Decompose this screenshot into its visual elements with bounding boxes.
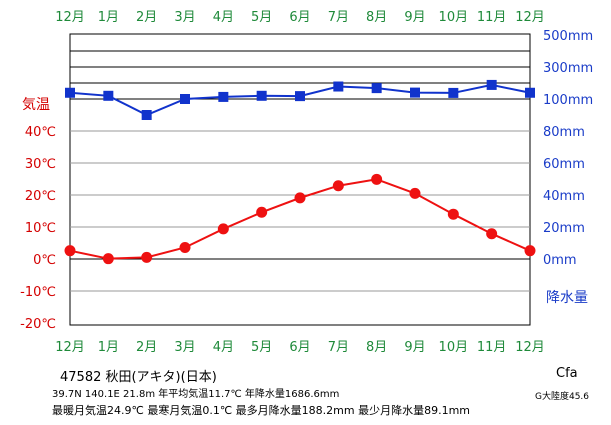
- month-label: 11月: [477, 340, 507, 355]
- month-label: 2月: [136, 10, 157, 25]
- month-labels-bottom: 12月 1月 2月 3月 4月 5月 6月 7月 8月 9月 10月 11月 12月: [55, 340, 545, 355]
- month-label: 9月: [404, 340, 425, 355]
- temperature-point: [141, 251, 153, 263]
- month-label: 3月: [174, 340, 195, 355]
- temperature-point: [64, 245, 76, 257]
- month-label: 3月: [174, 10, 195, 25]
- month-label: 1月: [98, 340, 119, 355]
- month-label: 9月: [404, 10, 425, 25]
- month-label: 4月: [213, 340, 234, 355]
- temperature-point: [179, 241, 191, 253]
- precipitation-tick-label: 80mm: [543, 125, 585, 140]
- precipitation-axis-title: 降水量: [546, 290, 588, 306]
- precipitation-point: [410, 87, 420, 98]
- temperature-point: [332, 180, 344, 192]
- month-label: 10月: [439, 340, 469, 355]
- precipitation-point: [218, 91, 229, 102]
- month-label: 12月: [55, 340, 85, 355]
- month-label: 12月: [515, 10, 545, 25]
- month-label: 12月: [55, 10, 85, 25]
- month-label: 4月: [213, 10, 234, 25]
- precipitation-point: [371, 83, 382, 94]
- temperature-point: [486, 228, 498, 240]
- month-label: 8月: [366, 10, 387, 25]
- precipitation-series: [65, 79, 535, 120]
- month-label: 11月: [477, 10, 507, 25]
- temperature-series: [64, 173, 536, 265]
- temperature-point: [256, 206, 268, 218]
- precipitation-point: [141, 110, 152, 120]
- station-stats-line-1: 39.7N 140.1E 21.8m 年平均気温11.7℃ 年降水量1686.6…: [52, 389, 340, 400]
- month-labels-top: 12月 1月 2月 3月 4月 5月 6月 7月 8月 9月 10月 11月 12月: [55, 10, 545, 25]
- temperature-tick-label: 30℃: [25, 157, 56, 172]
- temperature-tick-label: 10℃: [25, 221, 56, 236]
- station-title: 47582 秋田(アキタ)(日本): [60, 370, 217, 385]
- precipitation-point: [448, 87, 459, 98]
- plot-frame: [69, 33, 531, 326]
- temperature-tick-label: -20℃: [20, 317, 56, 332]
- precipitation-point: [333, 81, 344, 92]
- month-label: 7月: [328, 340, 349, 355]
- month-label: 10月: [439, 10, 469, 25]
- temperature-point: [371, 173, 383, 185]
- precipitation-tick-label: 100mm: [543, 93, 593, 108]
- precipitation-axis-ticks: 0mm 20mm 40mm 60mm 80mm 100mm 300mm 500mm: [543, 29, 593, 268]
- temperature-tick-label: 40℃: [25, 125, 56, 140]
- precipitation-tick-label: 300mm: [543, 61, 593, 76]
- precipitation-point: [256, 90, 267, 101]
- month-label: 1月: [98, 10, 119, 25]
- precipitation-point: [103, 90, 114, 101]
- temperature-line: [69, 178, 531, 260]
- precipitation-point: [65, 87, 75, 98]
- month-label: 2月: [136, 340, 157, 355]
- temperature-point: [294, 192, 306, 204]
- precipitation-tick-label: 0mm: [543, 253, 577, 268]
- temperature-tick-label: 0℃: [33, 253, 56, 268]
- chart-grid: [69, 33, 531, 326]
- precipitation-tick-label: 40mm: [543, 189, 585, 204]
- month-label: 8月: [366, 340, 387, 355]
- temperature-point: [524, 245, 536, 257]
- temperature-tick-label: -10℃: [20, 285, 56, 300]
- temperature-point: [102, 253, 114, 265]
- temperature-point: [447, 208, 459, 220]
- temperature-point: [409, 187, 421, 199]
- precipitation-tick-label: 20mm: [543, 221, 585, 236]
- continentality-index: G大陸度45.6: [535, 392, 590, 402]
- month-label: 6月: [289, 10, 310, 25]
- precipitation-point: [295, 91, 305, 102]
- temperature-tick-label: 20℃: [25, 189, 56, 204]
- temperature-axis-title: 気温: [22, 97, 50, 113]
- month-label: 12月: [515, 340, 545, 355]
- month-label: 5月: [251, 10, 272, 25]
- month-label: 5月: [251, 340, 272, 355]
- precipitation-point: [486, 79, 497, 90]
- month-label: 7月: [328, 10, 349, 25]
- month-label: 6月: [289, 340, 310, 355]
- precipitation-tick-label: 60mm: [543, 157, 585, 172]
- koppen-class: Cfa: [556, 366, 578, 381]
- precipitation-point: [525, 87, 535, 98]
- precipitation-tick-label: 500mm: [543, 29, 593, 44]
- temperature-point: [217, 223, 229, 235]
- temperature-axis-ticks: -20℃ -10℃ 0℃ 10℃ 20℃ 30℃ 40℃: [20, 125, 56, 332]
- station-stats-line-2: 最暖月気温24.9℃ 最寒月気温0.1℃ 最多月降水量188.2mm 最少月降水…: [52, 404, 471, 417]
- precipitation-point: [180, 94, 190, 104]
